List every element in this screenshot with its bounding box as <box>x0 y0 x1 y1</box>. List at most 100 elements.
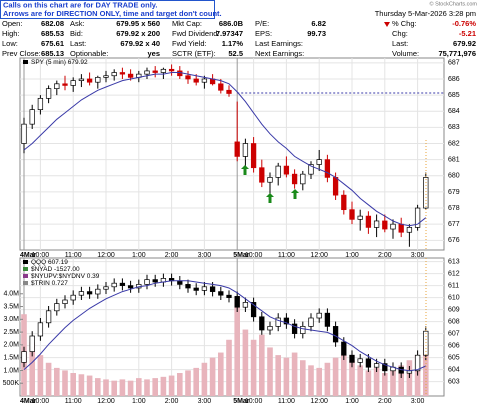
summary-value: 679.92 <box>453 39 476 48</box>
candle-body <box>300 326 306 334</box>
y-tick-label: 677 <box>448 221 460 228</box>
candle-body <box>193 78 199 83</box>
x-tick-label: 2:00 <box>165 398 179 405</box>
x-tick-label: 10:00 <box>245 398 263 405</box>
candle-body <box>185 75 191 80</box>
volume-bar <box>242 329 249 396</box>
x-tick-label: 11:00 <box>278 252 295 259</box>
candle-body <box>291 323 298 334</box>
y-tick-label: 607 <box>448 330 460 337</box>
candle-body <box>341 341 347 356</box>
volume-bar <box>316 367 322 396</box>
candle-body <box>37 97 44 110</box>
volume-bar <box>365 370 372 396</box>
candle-body <box>226 294 232 298</box>
y-tick-label: 682 <box>448 140 460 147</box>
volume-bar <box>37 355 44 396</box>
candle-body <box>349 354 355 363</box>
x-tick-label: 10:00 <box>32 252 50 259</box>
candle-body <box>111 282 117 288</box>
volume-bar <box>267 347 273 396</box>
volume-bar <box>177 373 183 396</box>
candle-body <box>341 194 347 211</box>
candle-body <box>193 287 199 291</box>
quote-value: 99.73 <box>307 29 326 38</box>
chart-layer <box>20 58 444 396</box>
volume-bar <box>144 379 150 396</box>
volume-bar <box>136 378 142 396</box>
y-tick-label: 681 <box>448 156 460 163</box>
y-tick-label: 604 <box>448 366 460 373</box>
x-tick-label: 11:00 <box>65 398 82 405</box>
summary-value: -5.21 <box>459 29 476 38</box>
candle-body <box>349 209 355 220</box>
candle-body <box>218 291 224 296</box>
candle-body <box>382 363 388 372</box>
legend-swatch <box>23 267 28 271</box>
candle-body <box>390 223 396 230</box>
candle-body <box>423 177 429 209</box>
candle-body <box>259 167 265 183</box>
price-panel-frame <box>19 57 445 251</box>
candle-body <box>103 75 109 78</box>
volume-bar <box>390 370 396 396</box>
x-tick-label: 3:00 <box>198 398 212 405</box>
candle-body <box>423 330 429 356</box>
volume-bar <box>259 334 265 396</box>
down-icon <box>384 22 390 27</box>
x-tick-label: 11:00 <box>278 398 295 405</box>
candle-body <box>275 317 281 327</box>
volume-bar <box>332 357 339 396</box>
volume-bar <box>45 362 52 396</box>
candle-body <box>382 220 388 230</box>
x-tick-label: 4Mar <box>20 252 37 259</box>
candle-body <box>168 68 175 72</box>
x-tick-label: 10:00 <box>32 398 50 405</box>
legend-swatch <box>23 274 28 278</box>
quote-value: 686.0B <box>219 19 244 28</box>
candle-body <box>86 78 93 83</box>
y-tick-label: 608 <box>448 318 460 325</box>
overlay-label: $NYUPV:$NYDNV 0.39 <box>31 273 100 280</box>
quote-value: 675.61 <box>41 39 64 48</box>
candle-body <box>70 80 76 86</box>
x-tick-label: 3:00 <box>198 252 212 259</box>
y-tick-label: 612 <box>448 270 460 277</box>
quote-value: 685.53 <box>41 29 64 38</box>
volume-bar <box>234 296 240 396</box>
volume-bar <box>152 378 158 396</box>
y2-tick-label: 1.5M <box>3 355 19 362</box>
x-tick-label: 5Mar <box>233 252 250 259</box>
annotation-line: Arrows are for DIRECTION ONLY, time and … <box>3 9 222 18</box>
candle-body <box>144 70 150 75</box>
candle-body <box>29 109 35 125</box>
x-tick-label: 3:00 <box>411 398 425 405</box>
candle-body <box>398 223 404 233</box>
volume-bar <box>103 379 109 396</box>
candle-body <box>275 165 281 178</box>
quote-label: High: <box>2 29 20 38</box>
direction-arrow <box>291 189 299 199</box>
candle-body <box>185 284 191 289</box>
candle-body <box>152 279 158 283</box>
candle-body <box>414 354 421 372</box>
candle-body <box>152 70 158 73</box>
volume-bar <box>218 352 224 396</box>
candle-body <box>201 78 208 83</box>
y-tick-label: 613 <box>448 258 460 265</box>
quote-label: EPS: <box>255 29 272 38</box>
x-tick-label: 12:00 <box>97 398 115 405</box>
volume-bar <box>300 360 306 396</box>
candle-body <box>250 143 257 169</box>
volume-bar <box>373 367 380 396</box>
summary-label: Volume: <box>392 49 419 58</box>
quote-date: Thursday 5-Mar-2026 3:28 pm <box>375 9 476 18</box>
y-tick-label: 610 <box>448 294 460 301</box>
candle-body <box>127 73 134 78</box>
y-tick-label: 679 <box>448 189 460 196</box>
candle-body <box>259 316 265 331</box>
volume-bar <box>283 357 290 396</box>
legend-swatch <box>23 60 28 64</box>
volume-bar <box>349 360 355 396</box>
